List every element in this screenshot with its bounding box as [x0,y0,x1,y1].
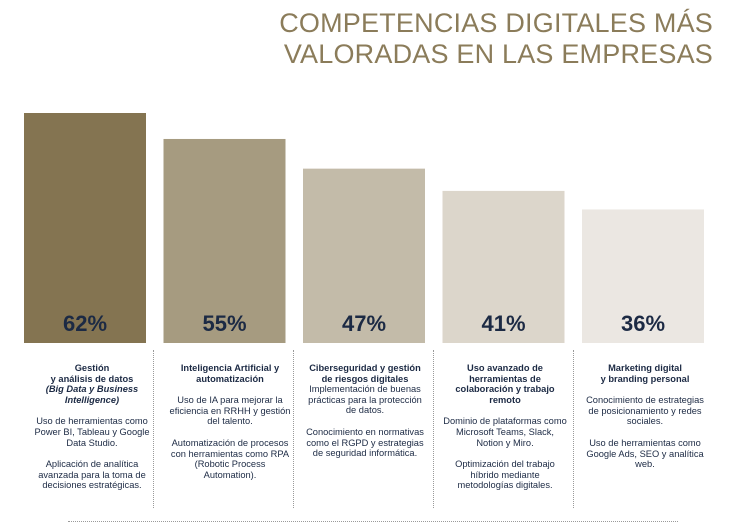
heading-line: Intelligence) [64,394,120,405]
column-paragraph: Automatización de procesos con herramien… [170,437,290,480]
column-heading: Ciberseguridad y gestión de riesgos digi… [303,363,427,384]
column-heading: Gestión y análisis de datos (Big Data y … [30,363,154,405]
column-paragraph: Uso de herramientas como Google Ads, SEO… [586,437,704,470]
heading-line: remoto [489,394,521,405]
column-cybersecurity: Ciberseguridad y gestión de riesgos digi… [303,363,427,459]
column-paragraph: Conocimiento en normativas como el RGPD … [306,426,424,459]
column-remote-collaboration: Uso avanzado de herramientas de colabora… [443,363,567,491]
column-paragraph: Optimización del trabajo híbrido mediant… [455,459,555,491]
bar-value-label-4: 41% [481,311,525,336]
bar-value-label-3: 47% [342,311,386,336]
column-digital-marketing: Marketing digital y branding personal Co… [583,363,707,470]
title-line-2: VALORADAS EN LAS EMPRESAS [283,39,713,69]
column-data-analytics: Gestión y análisis de datos (Big Data y … [30,363,154,491]
bar-value-label-2: 55% [202,311,246,336]
heading-line: automatización [196,373,264,384]
column-paragraph: Uso de IA para mejorar la eficiencia en … [169,395,291,427]
column-heading: Inteligencia Artificial y automatización [168,363,292,384]
heading-line: colaboración y trabajo [455,384,555,395]
title-line-1: COMPETENCIAS DIGITALES MÁS [279,8,713,38]
heading-line: de riesgos digitales [321,373,409,384]
column-paragraph: Implementación de buenas prácticas para … [308,384,422,416]
page-title: COMPETENCIAS DIGITALES MÁS VALORADAS EN … [273,8,713,70]
column-paragraph: Conocimiento de estrategias de posiciona… [586,395,704,427]
bar-3 [303,168,425,343]
bar-1 [24,113,146,343]
bar-value-label-1: 62% [63,311,107,336]
column-paragraph: Dominio de plataformas como Microsoft Te… [443,416,567,448]
column-artificial-intelligence: Inteligencia Artificial y automatización… [168,363,292,480]
heading-line: herramientas de [469,373,541,384]
bar-5 [582,209,704,343]
column-separator [153,350,154,508]
heading-line: Gestión [74,363,110,373]
heading-line: Uso avanzado de [467,363,543,373]
column-heading: Marketing digital y branding personal [583,363,707,384]
bar-value-label-5: 36% [621,311,665,336]
column-paragraph: Aplicación de analítica avanzada para la… [38,459,146,491]
heading-line: Marketing digital [608,363,682,373]
bar-2 [163,138,286,343]
heading-line: Inteligencia Artificial y [180,363,280,373]
column-separator [573,350,574,508]
heading-line: Ciberseguridad y gestión [309,363,421,373]
bottom-divider [68,521,678,522]
column-separator [433,350,434,508]
column-separator [293,350,294,508]
column-paragraph: Uso de herramientas como Power BI, Table… [34,416,150,448]
column-heading: Uso avanzado de herramientas de colabora… [443,363,567,405]
heading-line: y branding personal [600,373,690,384]
heading-line: y análisis de datos [50,373,134,384]
heading-line: (Big Data y Business [45,384,139,395]
bar-4 [442,190,565,343]
